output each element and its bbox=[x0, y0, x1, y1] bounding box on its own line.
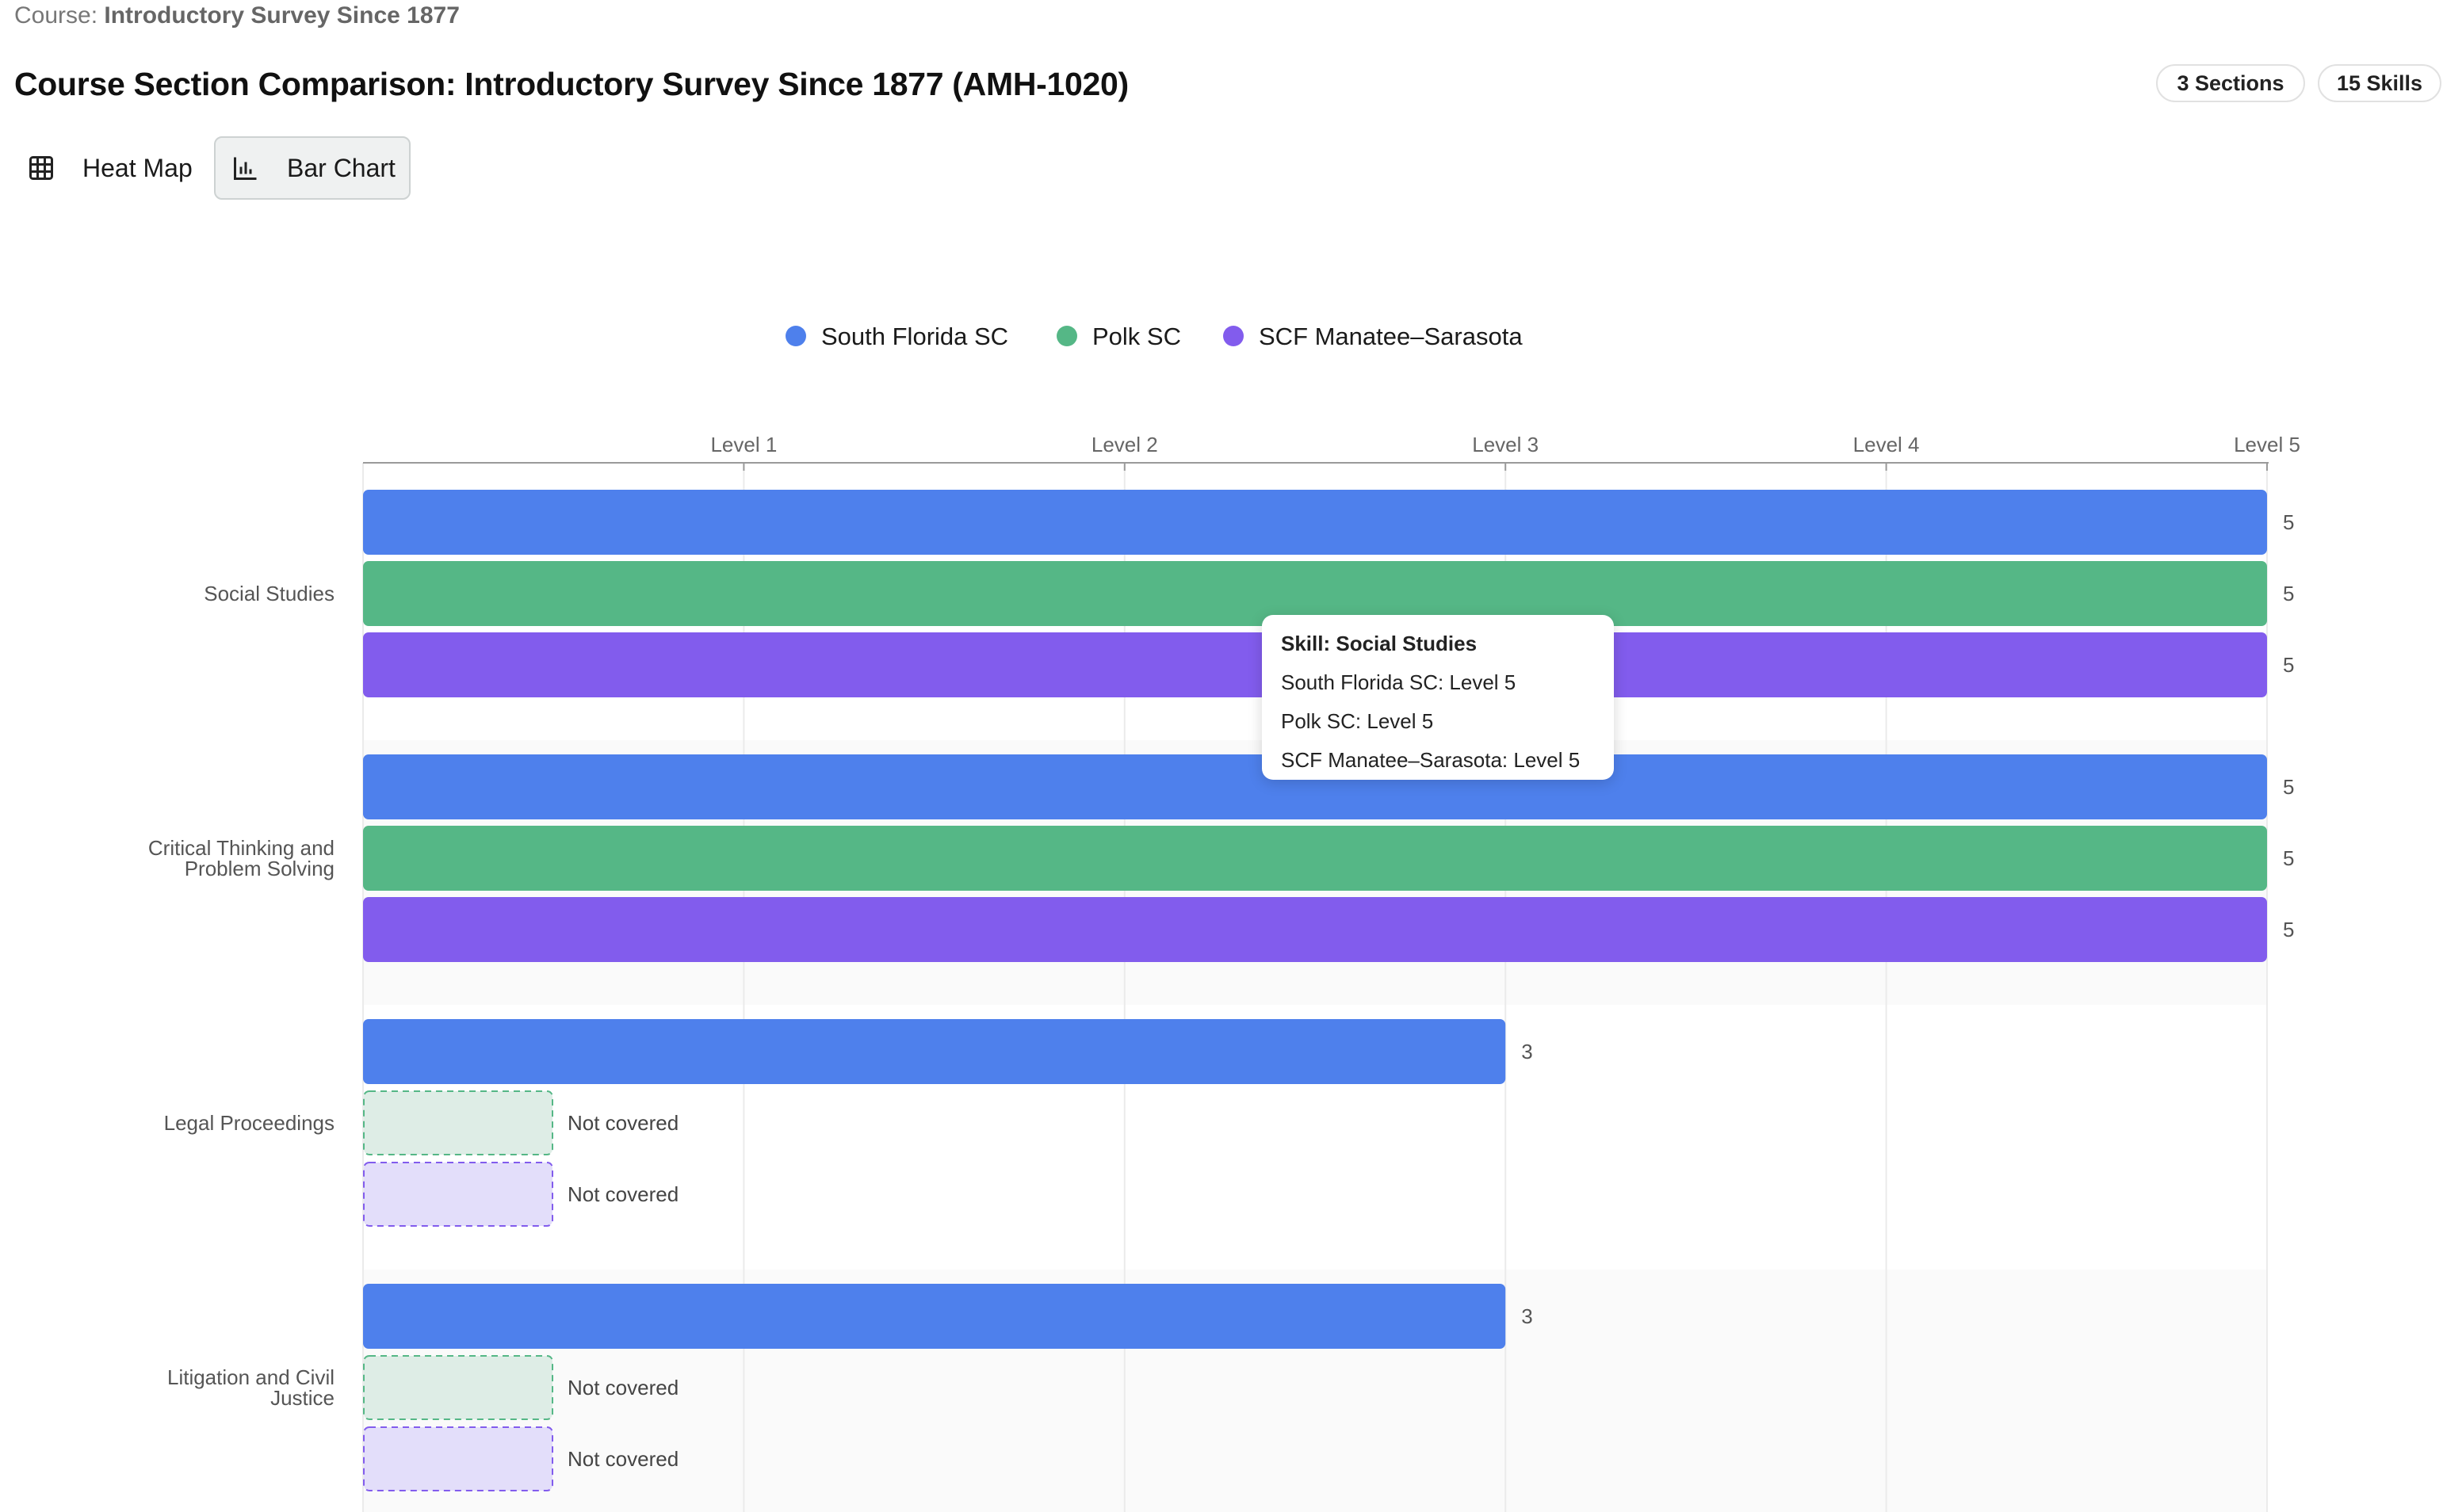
not-covered-label: Not covered bbox=[568, 1182, 679, 1206]
bar-value-label: 5 bbox=[2283, 846, 2294, 870]
bar-value-label: 5 bbox=[2283, 653, 2294, 677]
heat-map-button[interactable]: Heat Map bbox=[13, 136, 203, 200]
tooltip-line: South Florida SC: Level 5 bbox=[1281, 670, 1516, 694]
category-label: Social Studies bbox=[204, 582, 335, 605]
bar bbox=[363, 490, 2267, 555]
legend-label: Polk SC bbox=[1092, 323, 1181, 350]
bar-chart-label: Bar Chart bbox=[287, 154, 396, 182]
bar-chart-icon bbox=[234, 157, 257, 180]
bar bbox=[363, 826, 2267, 891]
page-title: Course Section Comparison: Introductory … bbox=[14, 66, 1129, 102]
breadcrumb: Course: Introductory Survey Since 1877 bbox=[14, 0, 460, 32]
category-label: Critical Thinking and bbox=[148, 836, 335, 860]
not-covered-bar bbox=[363, 1426, 553, 1491]
bar-value-label: 3 bbox=[1521, 1304, 1532, 1328]
skills-count-badge: 15 Skills bbox=[2318, 64, 2441, 102]
bar bbox=[363, 1019, 1506, 1084]
sections-count-badge: 3 Sections bbox=[2156, 64, 2305, 102]
bar-value-label: 5 bbox=[2283, 775, 2294, 799]
bar-value-label: 5 bbox=[2283, 918, 2294, 941]
legend-swatch bbox=[1223, 326, 1244, 346]
tooltip-line: Polk SC: Level 5 bbox=[1281, 709, 1434, 733]
grid-icon bbox=[29, 156, 53, 180]
bar-chart-button[interactable]: Bar Chart bbox=[214, 136, 411, 200]
breadcrumb-label: Course: bbox=[14, 2, 98, 29]
legend-label: South Florida SC bbox=[821, 323, 1008, 350]
category-label: Legal Proceedings bbox=[164, 1111, 335, 1135]
breadcrumb-course: Introductory Survey Since 1877 bbox=[104, 2, 460, 29]
chart-tooltip: Skill: Social Studies South Florida SC: … bbox=[1262, 615, 1614, 780]
bar bbox=[363, 561, 2267, 626]
bar-value-label: 5 bbox=[2283, 510, 2294, 534]
tooltip-title: Skill: Social Studies bbox=[1281, 632, 1478, 655]
legend-swatch bbox=[786, 326, 806, 346]
category-label: Litigation and Civil bbox=[167, 1365, 335, 1389]
bar bbox=[363, 754, 2267, 819]
not-covered-label: Not covered bbox=[568, 1111, 679, 1135]
legend-label: SCF Manatee–Sarasota bbox=[1259, 323, 1523, 350]
bar-value-label: 5 bbox=[2283, 582, 2294, 605]
category-label: Justice bbox=[270, 1386, 335, 1410]
x-tick-label: Level 1 bbox=[710, 433, 777, 456]
legend-swatch bbox=[1057, 326, 1077, 346]
bar bbox=[363, 1284, 1506, 1349]
x-tick-label: Level 5 bbox=[2234, 433, 2300, 456]
tooltip-line: SCF Manatee–Sarasota: Level 5 bbox=[1281, 748, 1581, 772]
category-label: Problem Solving bbox=[185, 857, 335, 880]
not-covered-bar bbox=[363, 1355, 553, 1420]
x-tick-label: Level 2 bbox=[1092, 433, 1158, 456]
not-covered-label: Not covered bbox=[568, 1447, 679, 1471]
heat-map-label: Heat Map bbox=[82, 154, 193, 182]
not-covered-label: Not covered bbox=[568, 1376, 679, 1399]
not-covered-bar bbox=[363, 1162, 553, 1227]
x-tick-label: Level 4 bbox=[1853, 433, 1920, 456]
bar-value-label: 3 bbox=[1521, 1040, 1532, 1063]
x-tick-label: Level 3 bbox=[1472, 433, 1539, 456]
not-covered-bar bbox=[363, 1090, 553, 1155]
bar bbox=[363, 897, 2267, 962]
